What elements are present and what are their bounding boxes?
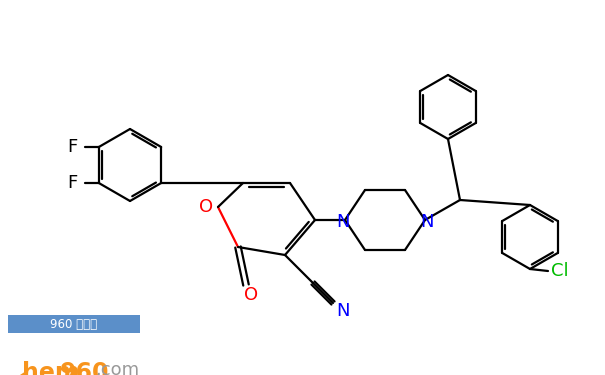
Text: ‹: ‹	[8, 361, 27, 375]
Text: F: F	[68, 138, 78, 156]
Text: 960 化工网: 960 化工网	[50, 318, 97, 330]
Text: N: N	[420, 213, 434, 231]
Text: O: O	[199, 198, 213, 216]
Text: 960: 960	[60, 361, 110, 375]
Text: N: N	[336, 302, 350, 320]
Text: hem: hem	[22, 361, 80, 375]
Text: Cl: Cl	[551, 262, 569, 280]
Text: F: F	[68, 174, 78, 192]
Text: .com: .com	[95, 361, 139, 375]
Text: O: O	[244, 286, 258, 304]
Bar	[8, 315, 140, 333]
Text: N: N	[336, 213, 350, 231]
